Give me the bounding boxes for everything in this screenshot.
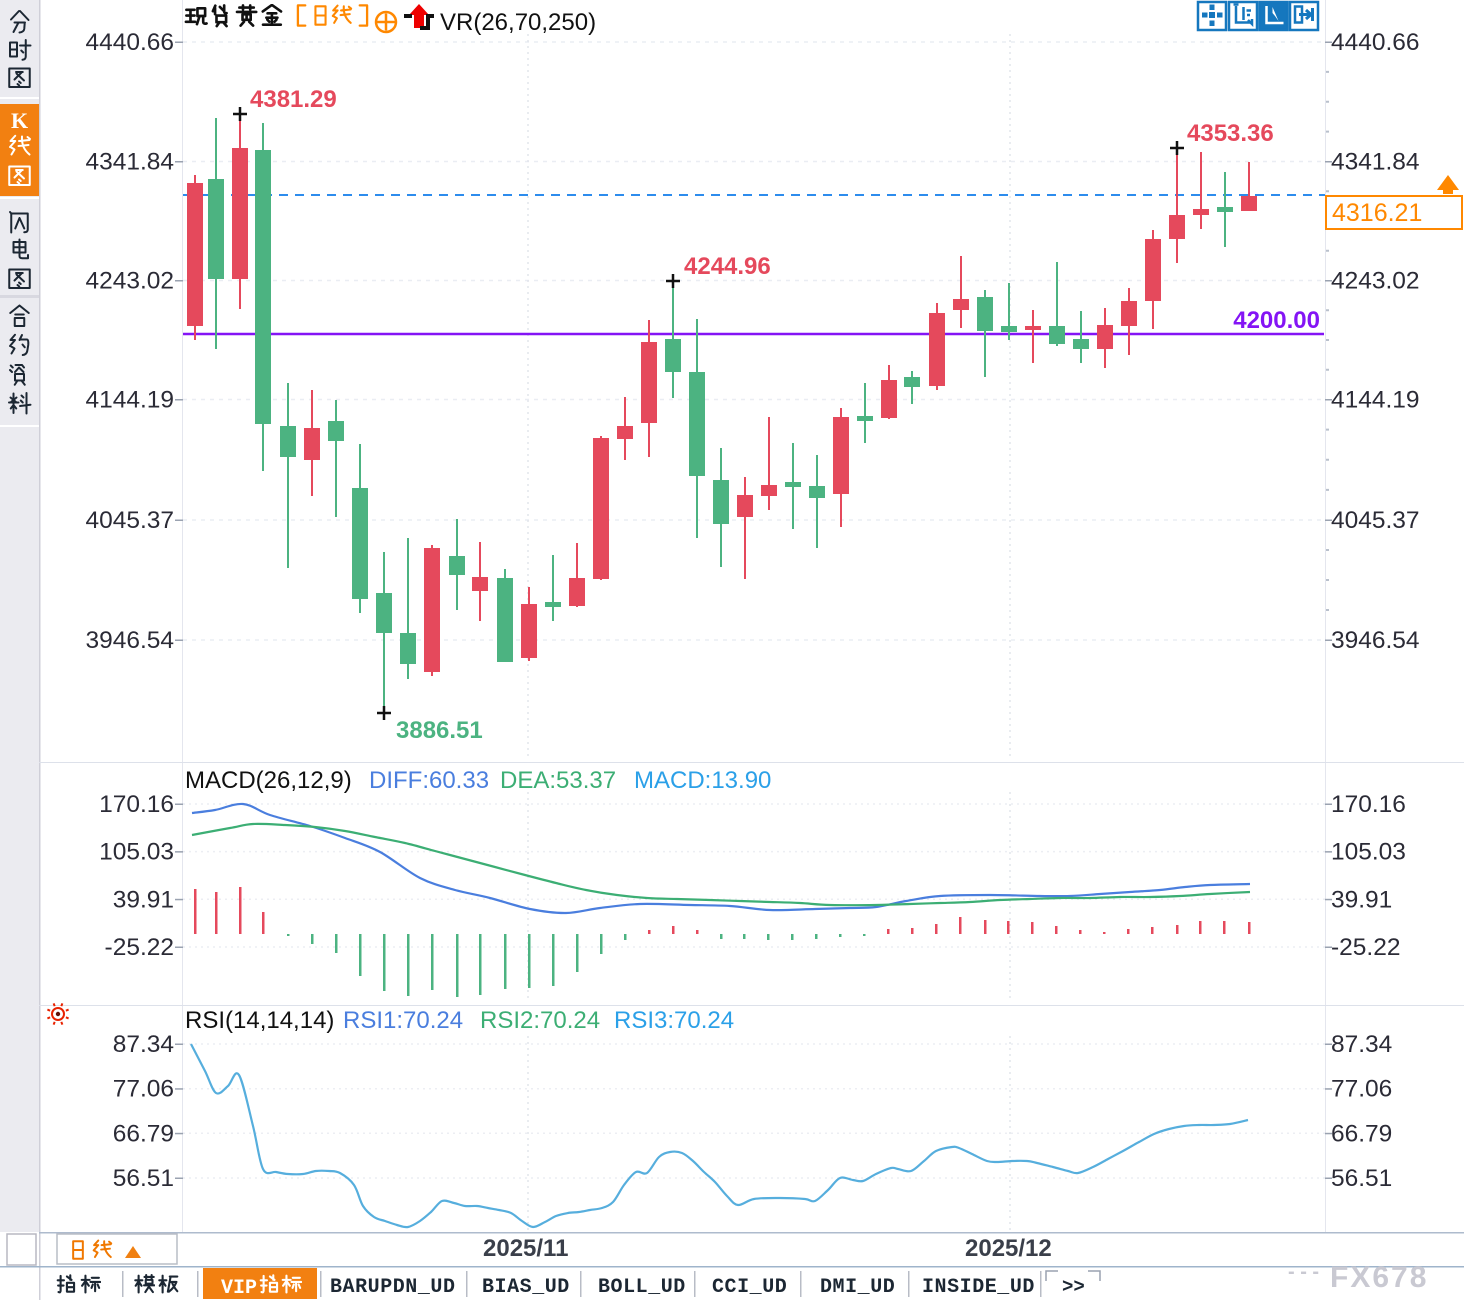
svg-text:4144.19: 4144.19	[85, 387, 174, 414]
svg-text:77.06: 77.06	[1331, 1076, 1392, 1103]
svg-text:2025/12: 2025/12	[965, 1235, 1052, 1262]
svg-text:4341.84: 4341.84	[1331, 149, 1420, 176]
svg-text:>>: >>	[1062, 1276, 1085, 1298]
svg-text:4200.00: 4200.00	[1233, 307, 1320, 334]
svg-text:RSI(14,14,14): RSI(14,14,14)	[185, 1007, 334, 1034]
svg-text:3886.51: 3886.51	[396, 717, 483, 744]
svg-text:87.34: 87.34	[1331, 1031, 1392, 1058]
svg-text:RSI3:70.24: RSI3:70.24	[614, 1007, 734, 1034]
svg-text:105.03: 105.03	[1331, 839, 1406, 866]
svg-text:DMI_UD: DMI_UD	[820, 1276, 895, 1299]
svg-text:MACD:13.90: MACD:13.90	[634, 767, 771, 794]
svg-text:4243.02: 4243.02	[85, 268, 174, 295]
svg-text:4353.36: 4353.36	[1187, 120, 1274, 147]
svg-text:RSI1:70.24: RSI1:70.24	[343, 1007, 463, 1034]
svg-text:4440.66: 4440.66	[1331, 29, 1420, 56]
svg-text:2025/11: 2025/11	[483, 1235, 568, 1262]
svg-text:INSIDE_UD: INSIDE_UD	[922, 1276, 1035, 1299]
svg-text:170.16: 170.16	[1331, 791, 1406, 818]
svg-text:VIP: VIP	[221, 1277, 257, 1300]
svg-text:56.51: 56.51	[1331, 1165, 1392, 1192]
svg-text:66.79: 66.79	[113, 1120, 174, 1147]
svg-text:CCI_UD: CCI_UD	[712, 1276, 787, 1299]
svg-text:BARUPDN_UD: BARUPDN_UD	[330, 1276, 456, 1299]
svg-text:-25.22: -25.22	[1331, 934, 1400, 961]
svg-text:56.51: 56.51	[113, 1165, 174, 1192]
svg-text:MACD(26,12,9): MACD(26,12,9)	[185, 767, 352, 794]
svg-text:4341.84: 4341.84	[85, 149, 174, 176]
svg-text:K: K	[11, 108, 28, 133]
svg-text:39.91: 39.91	[113, 886, 174, 913]
svg-text:DIFF:60.33: DIFF:60.33	[369, 767, 489, 794]
svg-text:66.79: 66.79	[1331, 1120, 1392, 1147]
svg-text:4381.29: 4381.29	[250, 86, 337, 113]
svg-text:4144.19: 4144.19	[1331, 387, 1420, 414]
svg-text:3946.54: 3946.54	[1331, 627, 1420, 654]
svg-text:RSI2:70.24: RSI2:70.24	[480, 1007, 600, 1034]
svg-text:3946.54: 3946.54	[85, 627, 174, 654]
svg-text:4316.21: 4316.21	[1332, 199, 1422, 227]
svg-text:105.03: 105.03	[99, 839, 174, 866]
svg-text:4045.37: 4045.37	[85, 507, 174, 534]
svg-text:BIAS_UD: BIAS_UD	[482, 1276, 570, 1299]
svg-text:- - -: - - -	[1288, 1261, 1319, 1283]
svg-text:4244.96: 4244.96	[684, 253, 771, 280]
svg-text:VR(26,70,250): VR(26,70,250)	[440, 9, 596, 36]
svg-text:170.16: 170.16	[99, 791, 174, 818]
svg-text:4440.66: 4440.66	[85, 29, 174, 56]
svg-text:77.06: 77.06	[113, 1076, 174, 1103]
svg-text:DEA:53.37: DEA:53.37	[500, 767, 616, 794]
svg-text:BOLL_UD: BOLL_UD	[598, 1276, 686, 1299]
svg-text:87.34: 87.34	[113, 1031, 174, 1058]
svg-text:4045.37: 4045.37	[1331, 507, 1420, 534]
svg-text:FX678: FX678	[1330, 1261, 1428, 1294]
svg-text:4243.02: 4243.02	[1331, 268, 1420, 295]
svg-text:39.91: 39.91	[1331, 886, 1392, 913]
svg-text:-25.22: -25.22	[105, 934, 174, 961]
